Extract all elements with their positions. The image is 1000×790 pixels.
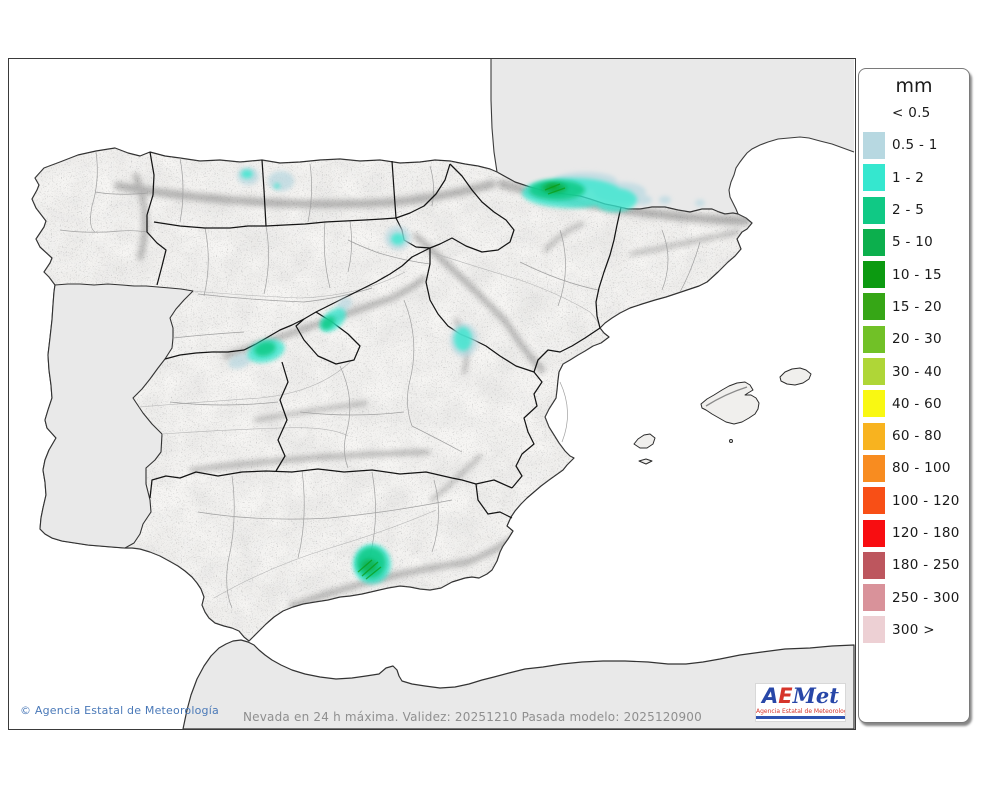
legend-panel: mm < 0.5 0.5 - 1 1 - 2 2 - 5 5 - 10 10 -… [858,68,970,723]
legend-label: 0.5 - 1 [892,137,938,154]
mallorca [700,381,760,425]
legend-label: < 0.5 [892,105,931,122]
legend-swatch [863,422,885,450]
legend-label: 120 - 180 [892,525,960,541]
legend-row: < 0.5 [863,97,969,129]
legend-swatch [863,164,885,192]
logo-blue-bar [756,716,845,719]
legend-label: 250 - 300 [892,589,960,606]
legend-swatch [863,487,885,515]
legend-label: 15 - 20 [892,298,942,315]
legend-swatch [863,293,885,321]
rivers [138,251,601,599]
legend-label: 40 - 60 [892,395,942,412]
logo-subtitle: Agencia Estatal de Meteorología [756,708,846,715]
balearic-islands [633,367,812,465]
province-borders [59,151,701,609]
legend-swatch [863,519,885,547]
legend-label: 180 - 250 [892,557,960,574]
legend-row: 180 - 250 [863,549,969,581]
map-caption: Nevada en 24 h máxima. Validez: 20251210… [243,710,702,724]
map-canvas [8,58,856,730]
legend-swatch [863,228,885,256]
logo-letter-e: E [778,684,793,708]
legend-label: 80 - 100 [892,460,951,477]
legend-row: 250 - 300 [863,581,969,613]
legend-row: 5 - 10 [863,226,969,258]
menorca [779,367,812,386]
formentera [638,458,653,465]
logo-letter-a: A [762,684,779,708]
cabrera [729,439,733,443]
ibiza [633,433,656,449]
legend-label: 30 - 40 [892,363,942,380]
legend-title: mm [895,75,933,97]
iberia-snowfall-map [9,59,855,729]
legend-row: 120 - 180 [863,517,969,549]
legend-row: 15 - 20 [863,291,969,323]
legend-row: 30 - 40 [863,355,969,387]
legend-label: 300 > [892,621,935,638]
aemet-wordmark: AEMet [756,684,845,708]
legend-row: 0.5 - 1 [863,129,969,161]
legend-row: 300 > [863,614,969,646]
legend-row: 10 - 15 [863,258,969,290]
legend-swatch [863,616,885,644]
legend-swatch [863,325,885,353]
portugal-region [39,283,194,549]
legend-row: 1 - 2 [863,162,969,194]
legend-swatch [863,454,885,482]
legend-row: 100 - 120 [863,485,969,517]
snow-hatch-marks [357,183,566,580]
legend-row: 80 - 100 [863,452,969,484]
legend-rows: < 0.5 0.5 - 1 1 - 2 2 - 5 5 - 10 10 - 15… [863,97,969,646]
legend-swatch [863,390,885,418]
legend-row: 2 - 5 [863,194,969,226]
legend-label: 60 - 80 [892,428,942,445]
legend-row: 20 - 30 [863,323,969,355]
legend-row: 60 - 80 [863,420,969,452]
aemet-logo: AEMet Agencia Estatal de Meteorología [755,683,846,722]
france-atlantic-coast [490,59,498,173]
legend-swatch [863,196,885,224]
copyright-text: © Agencia Estatal de Meteorología [20,704,219,717]
france-mediterranean-coast [728,136,855,215]
legend-label: 100 - 120 [892,492,960,509]
legend-row: 40 - 60 [863,388,969,420]
legend-label: 20 - 30 [892,331,942,348]
legend-swatch [863,131,885,159]
community-borders [146,151,622,519]
legend-swatch [863,358,885,386]
legend-swatch [863,584,885,612]
legend-label: 1 - 2 [892,169,925,186]
legend-label: 5 - 10 [892,234,934,251]
legend-label: 2 - 5 [892,202,925,219]
legend-label: 10 - 15 [892,266,942,283]
logo-letters-met: Met [792,683,839,708]
legend-swatch [863,551,885,579]
mallorca-ridge [705,386,748,407]
legend-swatch [863,261,885,289]
africa-region [182,639,855,729]
